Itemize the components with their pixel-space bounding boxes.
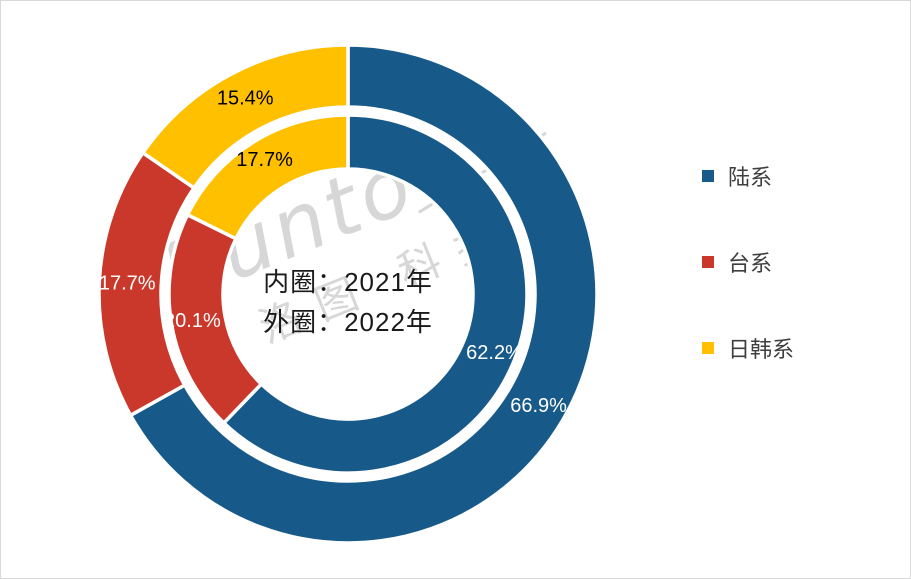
- legend: 陆系 台系 日韩系: [702, 161, 794, 363]
- donut-slice-inner-2: [185, 113, 350, 242]
- slice-label-outer-2: 15.4%: [217, 87, 274, 109]
- slice-label-outer-0: 66.9%: [510, 395, 567, 417]
- slice-label-inner-0: 62.2%: [466, 342, 523, 364]
- center-label: 内圈：2021年 外圈：2022年: [188, 262, 508, 342]
- legend-label: 日韩系: [728, 337, 795, 362]
- center-label-inner-ring: 内圈：2021年: [263, 267, 433, 297]
- slice-label-inner-1: 20.1%: [164, 310, 221, 332]
- donut-slice-inner-0: [221, 113, 529, 475]
- donut-slice-outer-0: [128, 43, 599, 545]
- legend-item-0: 陆系: [702, 161, 794, 191]
- legend-swatch-icon: [702, 342, 714, 354]
- legend-item-1: 台系: [702, 247, 794, 277]
- legend-swatch-icon: [702, 256, 714, 268]
- donut-slice-outer-2: [140, 43, 350, 191]
- slice-label-inner-2: 17.7%: [236, 149, 293, 171]
- legend-label: 台系: [728, 251, 773, 276]
- legend-item-2: 日韩系: [702, 333, 794, 363]
- slice-label-outer-1: 17.7%: [99, 273, 156, 295]
- legend-label: 陆系: [728, 165, 773, 190]
- legend-swatch-icon: [702, 170, 714, 182]
- center-label-outer-ring: 外圈：2022年: [263, 307, 433, 337]
